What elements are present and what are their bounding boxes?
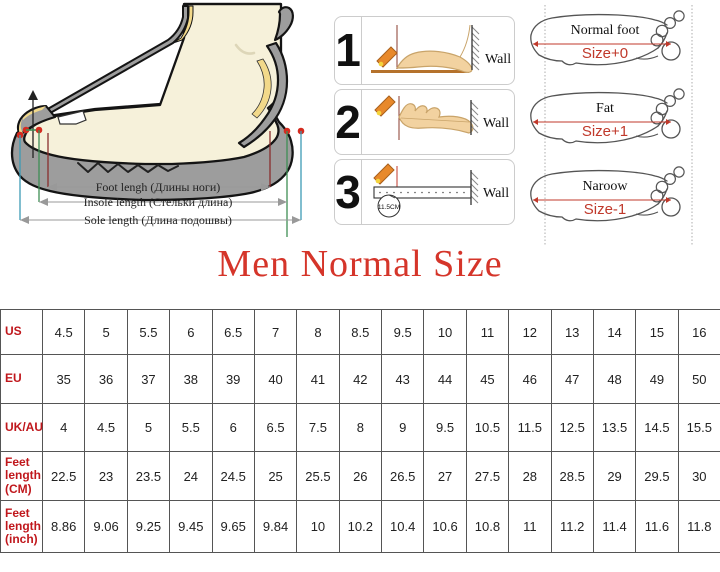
svg-text:Size-1: Size-1	[584, 201, 627, 218]
svg-text:Size+1: Size+1	[582, 123, 628, 140]
svg-text:Insole length (Стельки длина): Insole length (Стельки длина)	[84, 195, 233, 209]
svg-text:Foot lengh (Длины ноги): Foot lengh (Длины ноги)	[96, 180, 221, 194]
svg-text:11.5CM: 11.5CM	[378, 204, 400, 211]
svg-text:Fat: Fat	[596, 101, 614, 116]
svg-text:Naroow: Naroow	[582, 179, 628, 194]
svg-text:Normal foot: Normal foot	[571, 23, 640, 38]
svg-text:Wall: Wall	[483, 186, 509, 201]
svg-text:Wall: Wall	[483, 116, 509, 131]
svg-text:Size+0: Size+0	[582, 45, 628, 62]
svg-text:Wall: Wall	[485, 52, 511, 67]
svg-text:Sole length (Длина подошвы): Sole length (Длина подошвы)	[84, 213, 232, 227]
